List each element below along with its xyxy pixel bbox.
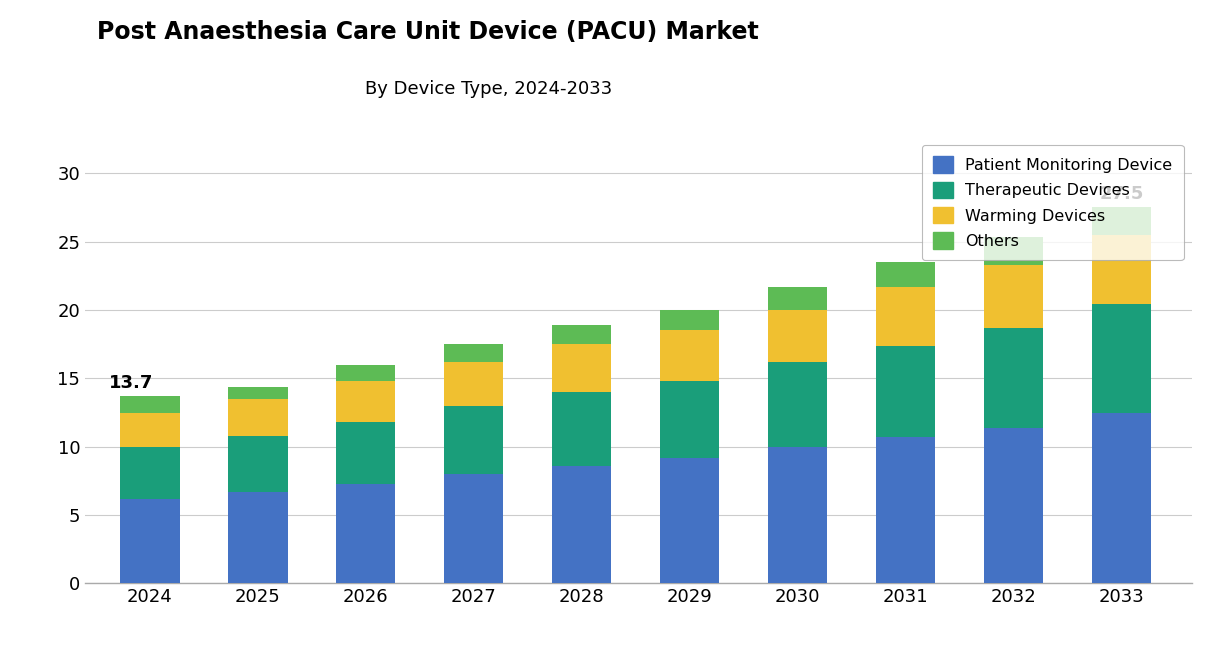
Bar [444, 406, 503, 474]
Text: 27.5: 27.5 [1099, 185, 1144, 203]
Legend: Patient Monitoring Device, Therapeutic Devices, Warming Devices, Others: Patient Monitoring Device, Therapeutic D… [922, 145, 1183, 260]
Bar [769, 310, 827, 362]
Bar [444, 362, 503, 406]
Bar [120, 412, 180, 447]
Bar [1092, 208, 1152, 235]
Bar [769, 447, 827, 583]
Bar [876, 345, 935, 437]
Bar [984, 428, 1043, 583]
Bar [552, 325, 612, 344]
Bar [336, 381, 395, 422]
Bar [120, 447, 180, 499]
Bar [984, 237, 1043, 265]
Bar [336, 483, 395, 583]
Bar [876, 262, 935, 286]
Bar [229, 492, 287, 583]
Bar [1092, 235, 1152, 304]
Bar [876, 437, 935, 583]
Bar [984, 265, 1043, 328]
Bar [660, 457, 720, 583]
Text: Post Anaesthesia Care Unit Device (PACU) Market: Post Anaesthesia Care Unit Device (PACU)… [97, 20, 759, 44]
Bar [444, 344, 503, 362]
Bar [120, 499, 180, 583]
Bar [1092, 412, 1152, 583]
Bar [660, 381, 720, 457]
Bar [229, 436, 287, 492]
Bar [444, 474, 503, 583]
Bar [552, 466, 612, 583]
Bar [876, 286, 935, 345]
Bar [552, 344, 612, 392]
Bar [769, 362, 827, 447]
Bar [769, 286, 827, 310]
Bar [120, 396, 180, 412]
Bar [552, 392, 612, 466]
Bar [229, 387, 287, 399]
Bar [660, 330, 720, 381]
Text: 13.7: 13.7 [109, 374, 153, 392]
Bar [336, 422, 395, 483]
Bar [1092, 304, 1152, 412]
Bar [984, 328, 1043, 428]
Bar [229, 399, 287, 436]
Text: By Device Type, 2024-2033: By Device Type, 2024-2033 [365, 80, 612, 97]
Bar [336, 365, 395, 381]
Bar [660, 310, 720, 330]
